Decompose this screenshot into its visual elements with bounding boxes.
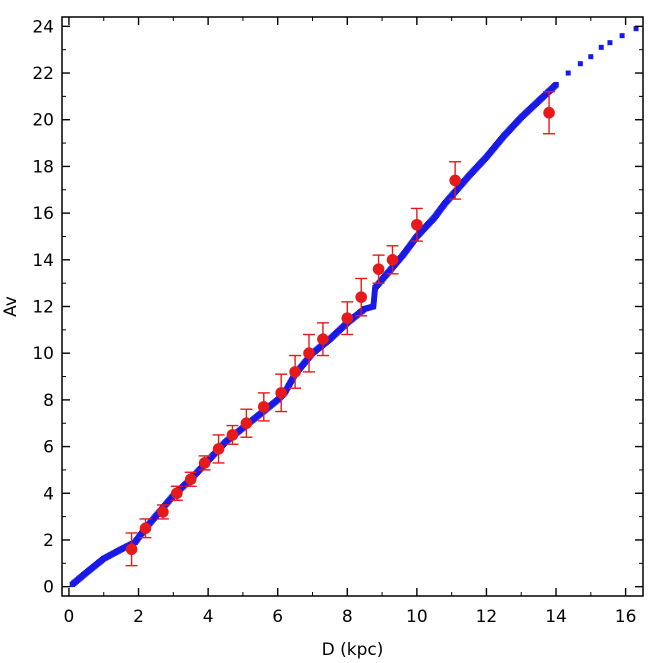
model-point: [553, 81, 559, 88]
x-tick-label: 6: [272, 607, 283, 627]
model-point: [619, 33, 625, 39]
observed-point: [139, 518, 152, 539]
observed-point: [170, 485, 183, 501]
observed-marker: [449, 174, 461, 187]
observed-point: [289, 354, 302, 389]
y-tick-label: 0: [43, 578, 54, 598]
observed-point: [449, 161, 462, 200]
observed-marker: [355, 291, 367, 303]
y-axis-label: Av: [1, 296, 21, 317]
observed-point: [198, 455, 211, 471]
observed-marker: [171, 487, 183, 500]
model-point: [607, 40, 613, 46]
y-tick-label: 18: [32, 157, 54, 177]
observed-marker: [341, 312, 354, 324]
observed-point: [341, 301, 354, 336]
observed-marker: [157, 506, 169, 518]
x-tick-label: 4: [203, 607, 214, 627]
observed-marker: [543, 106, 555, 119]
observed-series: [125, 91, 556, 567]
observed-marker: [303, 347, 315, 359]
observed-marker: [289, 366, 301, 378]
model-point: [588, 54, 594, 60]
observed-marker: [317, 333, 329, 345]
observed-marker: [139, 522, 152, 535]
observed-point: [355, 277, 368, 317]
x-tick-label: 16: [615, 607, 637, 627]
observed-point: [156, 504, 169, 520]
y-tick-label: 22: [32, 64, 54, 84]
y-tick-label: 20: [32, 111, 54, 131]
observed-point: [386, 245, 399, 275]
observed-point: [543, 91, 556, 135]
model-series: [69, 26, 639, 588]
observed-marker: [125, 543, 138, 556]
observed-marker: [257, 401, 270, 413]
y-tick-label: 24: [32, 17, 54, 37]
x-axis-label: D (kpc): [322, 640, 384, 660]
y-tick-label: 10: [32, 344, 54, 364]
observed-marker: [184, 473, 197, 486]
observed-point: [410, 207, 423, 242]
observed-marker: [226, 429, 239, 441]
observed-point: [226, 424, 239, 445]
y-tick-label: 14: [32, 251, 54, 271]
x-tick-label: 12: [476, 607, 498, 627]
observed-marker: [198, 457, 211, 469]
y-tick-label: 2: [43, 531, 54, 551]
observed-point: [125, 532, 138, 567]
observed-point: [257, 392, 270, 422]
x-tick-label: 0: [64, 607, 75, 627]
observed-point: [184, 471, 197, 487]
observed-point: [303, 333, 316, 373]
y-tick-label: 16: [32, 204, 54, 224]
x-tick-label: 2: [133, 607, 144, 627]
observed-marker: [275, 387, 287, 399]
model-point: [633, 26, 639, 32]
y-tick-label: 6: [43, 438, 54, 458]
observed-point: [240, 408, 253, 438]
observed-marker: [411, 218, 423, 231]
observed-point: [275, 373, 288, 413]
model-point: [577, 61, 583, 67]
observed-marker: [372, 263, 385, 275]
x-tick-label: 8: [342, 607, 353, 627]
y-tick-label: 4: [43, 484, 54, 504]
y-tick-label: 8: [43, 391, 54, 411]
observed-point: [316, 322, 329, 357]
observed-marker: [386, 254, 399, 266]
observed-point: [372, 254, 385, 284]
model-point: [598, 44, 604, 50]
x-tick-label: 10: [406, 607, 428, 627]
y-tick-label: 12: [32, 298, 54, 318]
observed-marker: [240, 417, 253, 430]
observed-point: [212, 434, 225, 464]
plot-background: [62, 17, 643, 596]
plot-area: [62, 17, 643, 596]
observed-marker: [212, 443, 225, 455]
x-tick-label: 14: [545, 607, 567, 627]
model-point: [565, 70, 571, 76]
